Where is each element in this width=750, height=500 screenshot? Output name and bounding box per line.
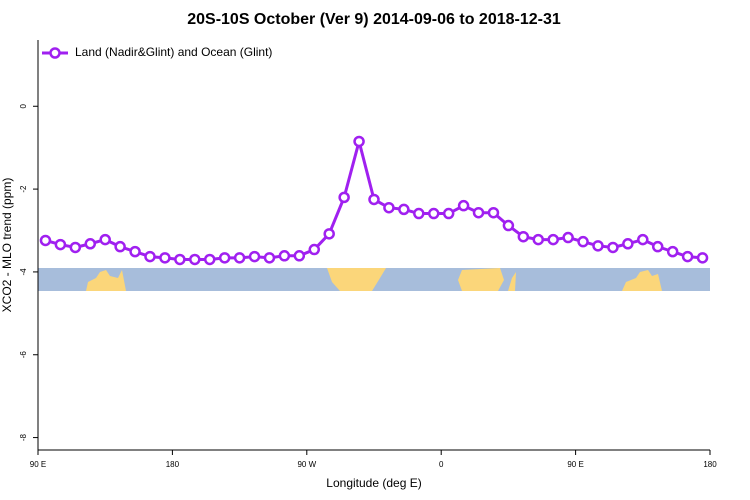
point xyxy=(84,238,97,250)
point xyxy=(427,207,440,220)
y-tick-label: -4 xyxy=(19,268,28,276)
point xyxy=(413,207,425,220)
x-tick-label: 90 E xyxy=(30,460,46,469)
x-tick-label: 180 xyxy=(166,460,180,469)
legend-label: Land (Nadir&Glint) and Ocean (Glint) xyxy=(75,45,272,59)
point xyxy=(233,252,246,264)
point xyxy=(114,240,126,253)
point xyxy=(637,233,649,246)
point xyxy=(383,201,395,214)
land xyxy=(458,268,504,291)
point xyxy=(577,235,589,248)
x-tick-label: 90 E xyxy=(567,460,583,469)
point xyxy=(54,238,67,251)
point xyxy=(651,240,664,253)
x-tick-label: 180 xyxy=(703,460,717,469)
point xyxy=(502,219,515,232)
y-tick-label: -6 xyxy=(19,351,28,359)
point xyxy=(323,228,335,240)
point xyxy=(442,207,455,220)
point xyxy=(174,253,186,266)
point xyxy=(562,231,574,244)
y-tick-label: 0 xyxy=(19,103,28,108)
point xyxy=(189,253,201,266)
point xyxy=(353,135,365,148)
point xyxy=(263,252,276,264)
x-axis-label: Longitude (deg E) xyxy=(326,476,421,490)
point xyxy=(696,252,709,264)
point xyxy=(69,241,82,254)
x-tick-label: 90 W xyxy=(297,460,316,469)
point xyxy=(517,230,530,243)
point xyxy=(398,203,410,216)
point xyxy=(39,234,52,247)
point xyxy=(472,206,485,219)
point xyxy=(681,250,694,263)
point xyxy=(368,193,380,206)
point xyxy=(666,245,679,258)
chart-title: 20S-10S October (Ver 9) 2014-09-06 to 20… xyxy=(187,11,561,28)
point xyxy=(338,191,350,204)
point xyxy=(203,253,216,266)
point xyxy=(457,199,470,212)
point xyxy=(607,241,619,254)
legend: Land (Nadir&Glint) and Ocean (Glint) xyxy=(42,45,272,59)
point xyxy=(547,233,559,246)
y-axis-label: XCO2 - MLO trend (ppm) xyxy=(0,178,14,313)
point xyxy=(99,233,111,246)
point xyxy=(129,245,141,258)
point xyxy=(592,240,604,252)
land xyxy=(327,268,386,291)
land xyxy=(86,270,126,291)
point xyxy=(293,250,306,262)
point xyxy=(308,243,321,256)
point xyxy=(248,250,261,263)
map-strip xyxy=(38,268,710,291)
point xyxy=(278,250,291,262)
point xyxy=(487,206,500,219)
x-tick-label: 0 xyxy=(439,460,444,469)
land xyxy=(508,272,516,291)
legend-marker xyxy=(49,47,61,59)
land xyxy=(622,270,662,291)
y-tick-label: -8 xyxy=(19,433,28,441)
point xyxy=(144,250,156,263)
point xyxy=(218,252,231,264)
point xyxy=(622,238,634,250)
point xyxy=(159,252,171,264)
y-tick-label: -2 xyxy=(19,185,28,193)
point xyxy=(532,233,545,246)
